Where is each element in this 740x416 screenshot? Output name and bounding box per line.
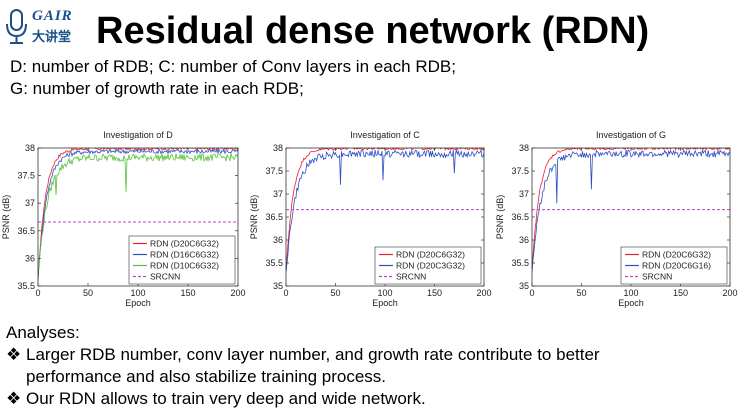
- y-tick-label: 36.5: [17, 226, 35, 236]
- x-axis-label: Epoch: [618, 298, 644, 308]
- y-tick-label: 36.5: [511, 212, 529, 222]
- y-tick-label: 37: [273, 189, 283, 199]
- x-tick-label: 0: [283, 288, 288, 298]
- series-line: [38, 152, 238, 276]
- y-tick-label: 35: [519, 281, 529, 291]
- y-tick-label: 38: [519, 143, 529, 153]
- x-tick-label: 200: [476, 288, 491, 298]
- y-tick-label: 37.5: [17, 171, 35, 181]
- x-tick-label: 150: [180, 288, 195, 298]
- legend-label: SRCNN: [642, 272, 672, 282]
- series-line: [38, 148, 238, 281]
- bullet-continuation: performance and also stabilize training …: [6, 366, 600, 388]
- diamond-bullet-icon: ❖: [6, 345, 22, 364]
- x-tick-label: 100: [623, 288, 638, 298]
- series-line: [286, 148, 484, 273]
- chart-title: Investigation of G: [596, 130, 666, 140]
- logo-wordmark: GAIR: [32, 8, 73, 24]
- y-tick-label: 37.5: [511, 166, 529, 176]
- definition-line: G: number of growth rate in each RDB;: [10, 79, 304, 98]
- chart-investigation-g: Investigation of G 35 35.5 36 36.5 37 37.5 38 0 5…: [495, 130, 738, 308]
- x-tick-label: 200: [230, 288, 245, 298]
- bullet-text: Our RDN allows to train very deep and wi…: [26, 389, 426, 408]
- analyses-section: Analyses: ❖ Larger RDB number, conv laye…: [6, 322, 600, 410]
- y-tick-label: 38: [273, 143, 283, 153]
- y-tick-label: 36: [519, 235, 529, 245]
- legend-label: SRCNN: [150, 272, 180, 282]
- chart-title: Investigation of D: [103, 130, 173, 140]
- slide-title: Residual dense network (RDN): [96, 10, 650, 52]
- y-tick-label: 35.5: [17, 281, 35, 291]
- y-axis-label: PSNR (dB): [249, 195, 259, 240]
- y-tick-label: 37: [519, 189, 529, 199]
- legend-label: RDN (D20C3G32): [396, 261, 465, 271]
- x-tick-label: 0: [529, 288, 534, 298]
- bullet-item: ❖ Our RDN allows to train very deep and …: [6, 388, 600, 410]
- x-axis-label: Epoch: [372, 298, 398, 308]
- chart-title: Investigation of C: [350, 130, 420, 140]
- bullet-text: Larger RDB number, conv layer number, an…: [26, 345, 600, 364]
- logo-subtitle: 大讲堂: [32, 30, 72, 45]
- y-tick-label: 35.5: [265, 258, 283, 268]
- bullet-item: ❖ Larger RDB number, conv layer number, …: [6, 344, 600, 366]
- x-tick-label: 50: [83, 288, 93, 298]
- y-tick-label: 36.5: [265, 212, 283, 222]
- x-axis-label: Epoch: [125, 298, 151, 308]
- diamond-bullet-icon: ❖: [6, 389, 22, 408]
- legend-label: RDN (D20C6G32): [642, 250, 711, 260]
- legend-label: RDN (D16C6G32): [150, 250, 219, 260]
- y-axis-label: PSNR (dB): [495, 195, 505, 240]
- y-tick-label: 37: [25, 198, 35, 208]
- x-tick-label: 50: [330, 288, 340, 298]
- y-tick-label: 36: [273, 235, 283, 245]
- legend-label: RDN (D10C6G32): [150, 261, 219, 271]
- y-tick-label: 38: [25, 143, 35, 153]
- legend-label: RDN (D20C6G32): [396, 250, 465, 260]
- definitions: D: number of RDB; C: number of Conv laye…: [10, 56, 456, 100]
- chart-investigation-c: Investigation of C 35 35.5 36 36.5 37 37.5 38 0 5…: [249, 130, 492, 308]
- x-tick-label: 150: [673, 288, 688, 298]
- y-axis-label: PSNR (dB): [1, 195, 11, 240]
- microphone-icon: [6, 9, 27, 44]
- gair-logo: GAIR 大讲堂: [4, 6, 84, 52]
- definition-line: D: number of RDB; C: number of Conv laye…: [10, 57, 456, 76]
- legend-label: RDN (D20C6G16): [642, 261, 711, 271]
- y-tick-label: 37.5: [265, 166, 283, 176]
- analyses-heading: Analyses:: [6, 323, 80, 342]
- x-tick-label: 50: [576, 288, 586, 298]
- y-tick-label: 35: [273, 281, 283, 291]
- legend-label: SRCNN: [396, 272, 426, 282]
- bullet-text: performance and also stabilize training …: [26, 367, 387, 386]
- series-line: [532, 149, 730, 273]
- y-tick-label: 35.5: [511, 258, 529, 268]
- x-tick-label: 200: [722, 288, 737, 298]
- y-tick-label: 36: [25, 253, 35, 263]
- x-tick-label: 100: [130, 288, 145, 298]
- x-tick-label: 0: [35, 288, 40, 298]
- x-tick-label: 100: [377, 288, 392, 298]
- legend-label: RDN (D20C6G32): [150, 239, 219, 249]
- chart-investigation-d: Investigation of D 35.5 36 36.5 37 37.5 38 0 50 1…: [1, 130, 246, 308]
- series-line: [532, 148, 730, 273]
- x-tick-label: 150: [427, 288, 442, 298]
